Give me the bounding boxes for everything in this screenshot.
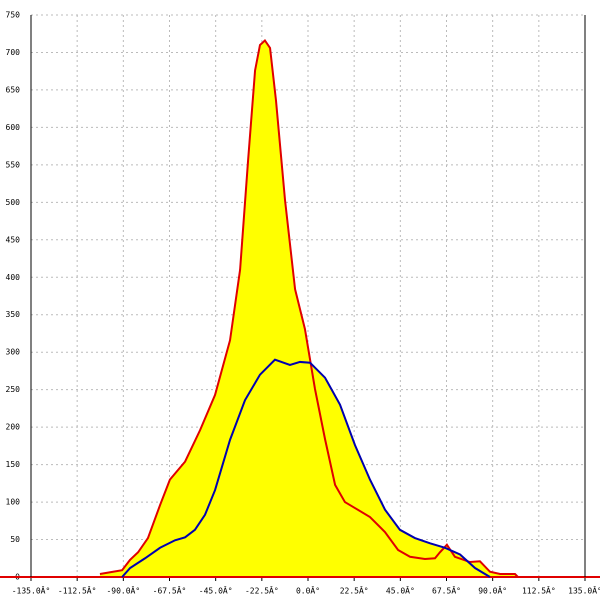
- x-tick-label: 0.0Â°: [296, 585, 320, 596]
- y-tick-label: 600: [6, 123, 21, 132]
- y-tick-label: 500: [6, 198, 21, 207]
- y-tick-label: 100: [6, 498, 21, 507]
- y-tick-label: 250: [6, 385, 21, 394]
- line: [121, 358, 491, 578]
- y-tick-label: 300: [6, 348, 21, 357]
- x-tick-label: 90.0Â°: [478, 585, 507, 596]
- x-tick-label: -135.0Â°: [12, 585, 51, 596]
- y-tick-label: 650: [6, 85, 21, 94]
- x-tick-label: 112.5Â°: [522, 585, 556, 596]
- y-tick-label: 400: [6, 273, 21, 282]
- x-tick-label: -22.5Â°: [245, 585, 279, 596]
- line: [99, 38, 519, 578]
- y-tick-label: 150: [6, 460, 21, 469]
- x-tick-label: 22.5Â°: [340, 585, 369, 596]
- x-tick-label: 67.5Â°: [432, 585, 461, 596]
- y-tick-label: 50: [10, 535, 20, 544]
- y-tick-label: 750: [6, 11, 21, 20]
- y-tick-label: 450: [6, 235, 21, 244]
- x-tick-label: -67.5Â°: [153, 585, 187, 596]
- x-tick-label: -112.5Â°: [58, 585, 97, 596]
- x-tick-label: 135.0Â°: [568, 585, 600, 596]
- x-tick-label: 45.0Â°: [386, 585, 415, 596]
- x-tick-label: -45.0Â°: [199, 585, 233, 596]
- y-tick-label: 700: [6, 48, 21, 57]
- y-tick-label: 200: [6, 423, 21, 432]
- y-tick-label: 550: [6, 160, 21, 169]
- area-fill: [99, 40, 518, 577]
- area-fill: [122, 359, 490, 577]
- y-tick-label: 350: [6, 310, 21, 319]
- x-tick-label: -90.0Â°: [106, 585, 140, 596]
